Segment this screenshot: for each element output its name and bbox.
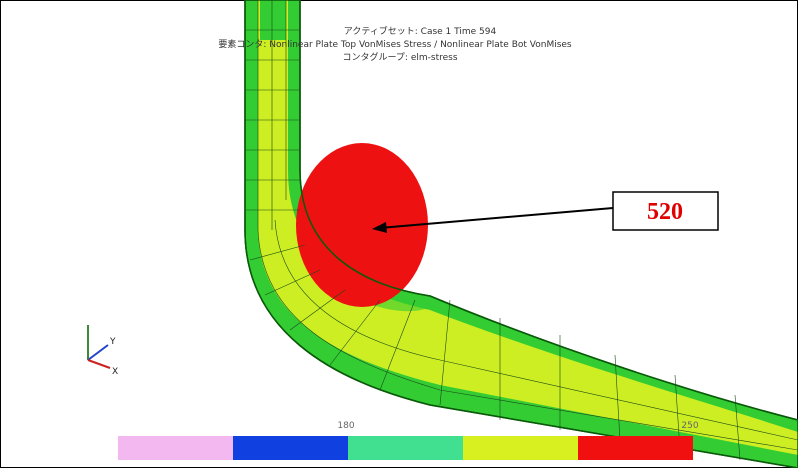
axis-label: Y: [109, 337, 116, 347]
legend-swatch: [463, 436, 578, 460]
axis-label: X: [112, 367, 118, 377]
pipe-band: [260, 0, 286, 40]
header-line: 要素コンタ: Nonlinear Plate Top VonMises Stre…: [218, 38, 572, 50]
legend-label: 180: [337, 421, 354, 431]
legend-swatch: [118, 436, 233, 460]
callout-label: 520: [647, 199, 683, 225]
screenshot: アクティブセット: Case 1 Time 594 要素コンタ: Nonline…: [0, 0, 798, 468]
header-line: アクティブセット: Case 1 Time 594: [344, 25, 497, 37]
header-line: コンタグループ: elm-stress: [342, 51, 457, 63]
legend-swatch: [233, 436, 348, 460]
legend-label: 250: [681, 421, 698, 431]
legend-swatch: [348, 436, 463, 460]
legend-swatch: [578, 436, 693, 460]
